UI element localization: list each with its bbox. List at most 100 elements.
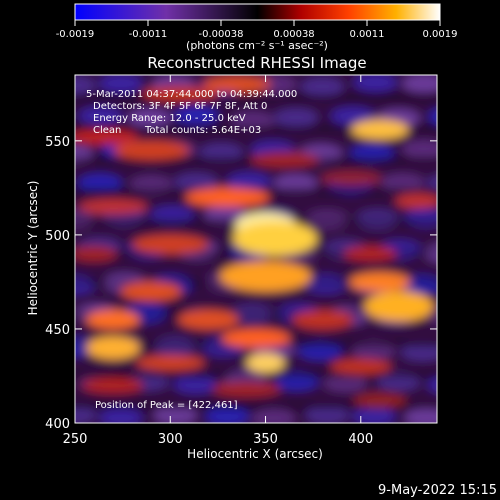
colorbar-tick-label: 0.00038 — [273, 29, 314, 40]
x-tick-label: 350 — [253, 432, 278, 447]
heatmap-cell — [77, 174, 122, 193]
heatmap-cell — [400, 342, 437, 361]
heatmap-cell — [404, 408, 437, 423]
colorbar-tick-label: -0.0019 — [56, 29, 95, 40]
heatmap-cell — [78, 106, 123, 125]
emission-blob — [177, 310, 239, 329]
emission-blob — [395, 193, 437, 209]
emission-blob — [75, 129, 138, 145]
chart-title: Reconstructed RHESSI Image — [147, 54, 366, 72]
emission-blob — [141, 86, 218, 102]
heatmap-cell — [75, 76, 96, 95]
y-tick-label: 450 — [45, 323, 70, 338]
heatmap-cell — [401, 75, 437, 93]
emission-blob — [292, 310, 354, 329]
annotation-total-counts: Total counts: 5.64E+03 — [144, 125, 261, 136]
heatmap-cell — [98, 408, 143, 423]
emission-blob — [113, 140, 190, 160]
heatmap-dark-band — [75, 374, 437, 378]
heatmap-cell — [174, 173, 219, 192]
colorbar-tick-label: -0.0011 — [129, 29, 168, 40]
emission-blob — [185, 187, 270, 207]
emission-blob — [351, 120, 409, 139]
colorbar-ticks: -0.0019 -0.0011 -0.00038 0.00038 0.0011 0.001… — [56, 20, 458, 40]
colorbar-unit-label: (photons cm⁻² s⁻¹ asec⁻²) — [186, 39, 328, 52]
emission-blob — [202, 76, 272, 92]
annotations: 5-Mar-2011 04:37:44.000 to 04:39:44.000 … — [86, 89, 297, 411]
emission-blob — [353, 392, 407, 408]
x-tick-label: 250 — [63, 432, 88, 447]
heatmap-cell — [230, 111, 275, 130]
plot-frame — [74, 74, 438, 424]
heatmap-image — [75, 75, 437, 423]
annotation-time-range: 5-Mar-2011 04:37:44.000 to 04:39:44.000 — [86, 89, 297, 100]
y-tick-label: 400 — [45, 417, 70, 432]
emission-blob — [86, 336, 140, 360]
heatmap-cell — [226, 172, 271, 191]
heatmap-dark-band — [75, 126, 437, 130]
heatmap-dark-band — [75, 312, 437, 316]
emission-blob — [135, 355, 205, 371]
heatmap-cell — [353, 75, 398, 92]
emission-blob — [343, 246, 397, 262]
heatmap-cell — [174, 106, 219, 125]
heatmap-cell — [323, 373, 368, 392]
heatmap-cell — [427, 376, 437, 392]
emission-blob — [364, 291, 434, 322]
annotation-peak-position: Position of Peak = [422,461] — [95, 400, 238, 411]
heatmap-dark-band — [75, 405, 437, 409]
emission-blob — [233, 221, 317, 256]
y-tick-label: 500 — [45, 229, 70, 244]
heatmap-cell — [75, 276, 96, 295]
heatmap-cell — [205, 407, 250, 423]
heatmap-cell — [428, 109, 437, 124]
heatmap-cell — [273, 174, 318, 193]
emission-blob — [120, 281, 182, 301]
heatmap-cell — [127, 108, 172, 127]
heatmap-cell — [305, 405, 350, 423]
emission-blob — [132, 234, 209, 254]
y-tick-label: 550 — [45, 135, 70, 150]
emission-blob — [246, 353, 285, 373]
heatmap-cell — [153, 405, 198, 423]
heatmap-cell — [300, 77, 345, 96]
annotation-method: Clean — [93, 125, 121, 136]
emission-blob — [219, 261, 312, 292]
emission-blob — [75, 246, 117, 262]
x-axis-label: Heliocentric X (arcsec) — [187, 447, 323, 461]
heatmap-cell — [426, 176, 437, 192]
heatmap-cell — [401, 140, 437, 159]
emission-blob — [212, 381, 281, 397]
heatmap-cell — [380, 173, 425, 192]
heatmap-dark-band — [75, 95, 437, 99]
heatmap-cell — [351, 407, 396, 423]
colorbar-tick-label: -0.00038 — [199, 29, 244, 40]
emission-blob — [78, 199, 148, 215]
heatmap-cell — [75, 405, 97, 423]
x-tick-label: 400 — [348, 432, 373, 447]
colorbar-tick-label: 0.0011 — [350, 29, 385, 40]
emission-blob — [330, 359, 392, 375]
heatmap-cell — [273, 108, 318, 127]
emission-blob — [320, 170, 382, 186]
emission-blob — [349, 272, 411, 292]
emission-blob — [82, 377, 144, 393]
heatmap-cell — [98, 75, 143, 93]
heatmap-dark-band — [75, 188, 437, 192]
annotation-detectors: Detectors: 3F 4F 5F 6F 7F 8F, Att 0 — [93, 101, 267, 112]
colorbar — [74, 3, 441, 21]
heatmap-cell — [330, 107, 375, 126]
emission-blob — [221, 328, 291, 348]
heatmap-cell — [403, 208, 437, 227]
emission-blob — [250, 152, 319, 168]
heatmap-cell — [173, 375, 218, 394]
heatmap-cell — [251, 408, 296, 423]
footer-timestamp: 9-May-2022 15:15 — [378, 483, 497, 498]
annotation-energy-range: Energy Range: 12.0 - 25.0 keV — [93, 113, 246, 124]
y-axis-label: Heliocentric Y (arcsec) — [26, 181, 40, 316]
colorbar-tick-label: 0.0019 — [423, 29, 458, 40]
axis-ticks: 250 300 350 400 400 450 500 550 — [45, 75, 437, 447]
x-tick-label: 300 — [158, 432, 183, 447]
emission-blob — [86, 310, 140, 329]
